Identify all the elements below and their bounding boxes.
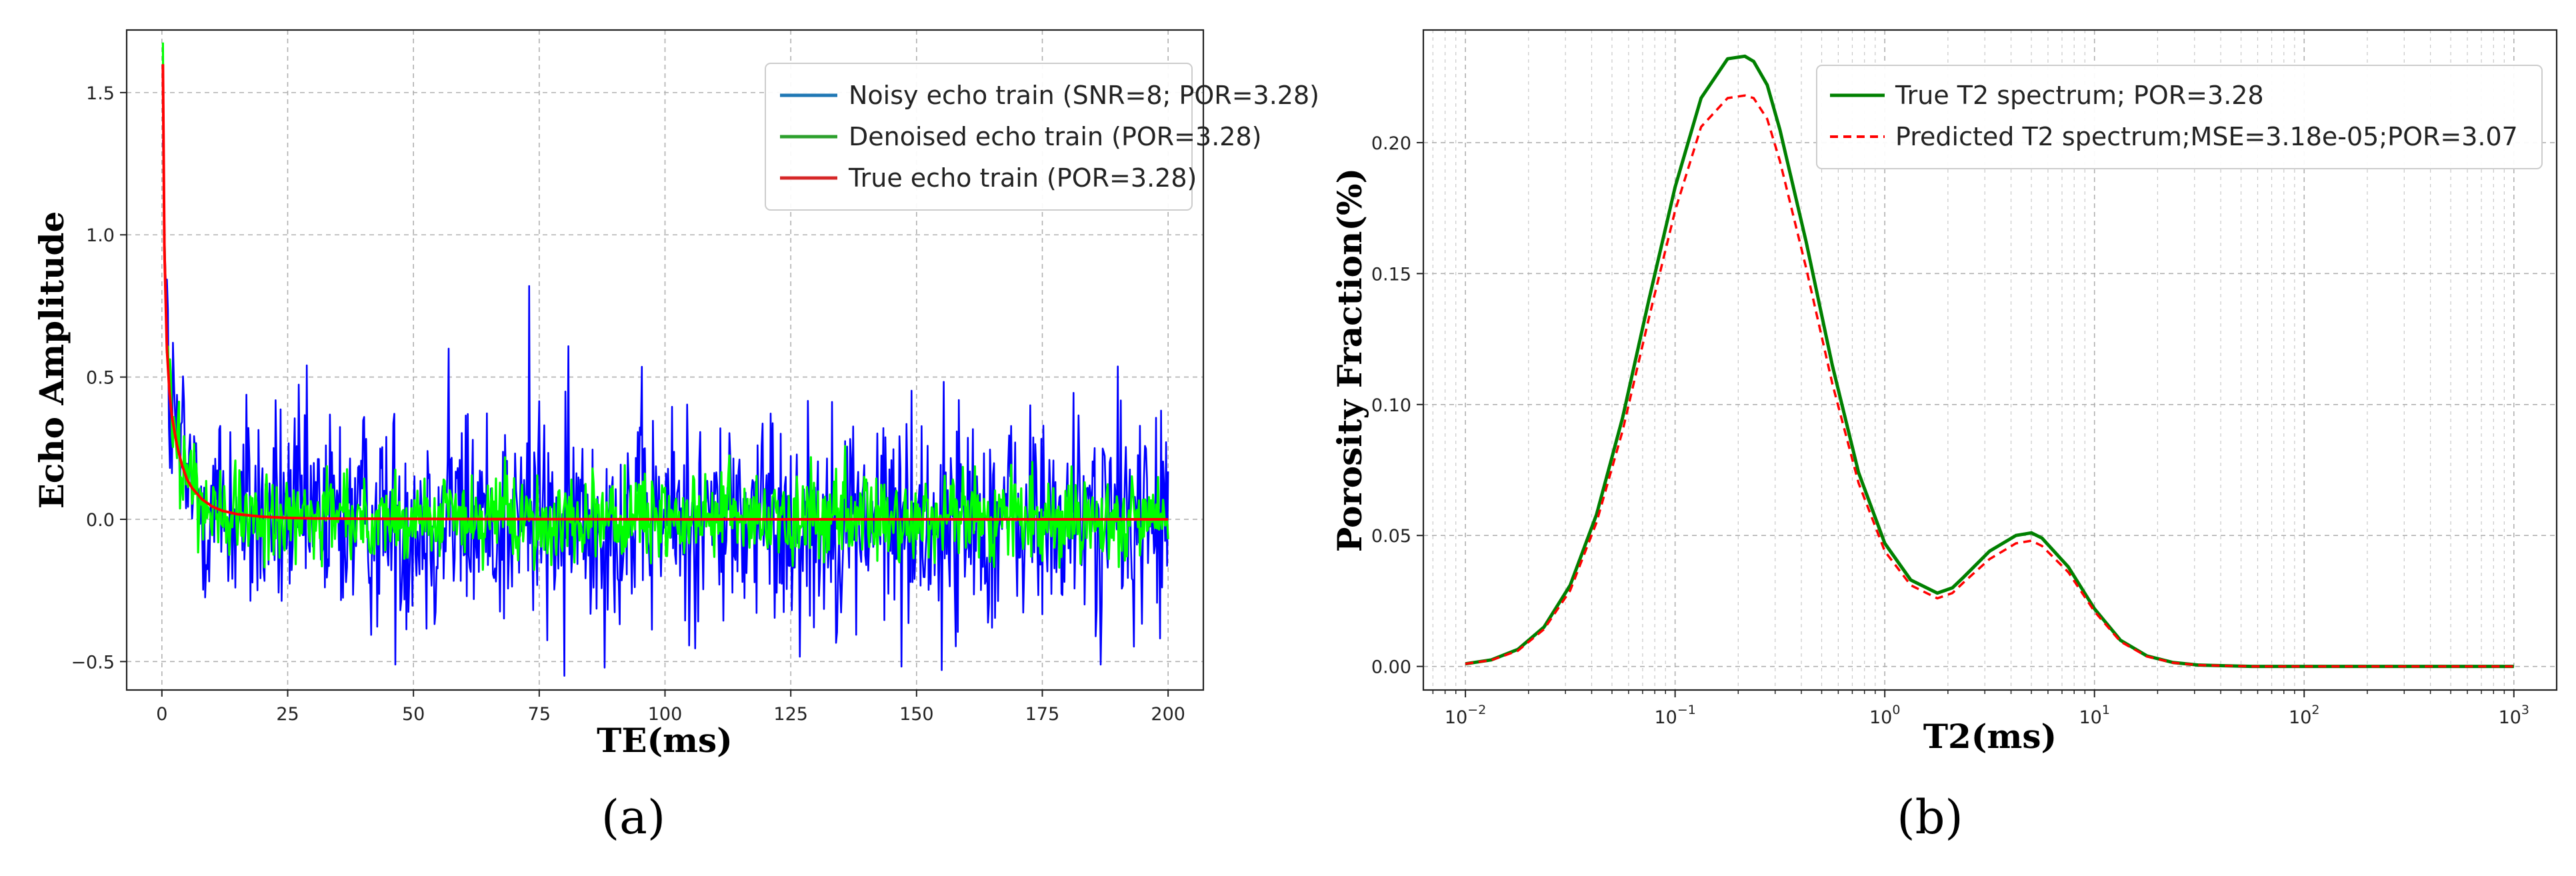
panel-label-b: (b) [1897, 790, 1963, 845]
tick-label-x-b: 102 [2289, 703, 2319, 728]
tick-label-y-a: 1.5 [86, 83, 115, 104]
tick-label-x-a: 75 [528, 704, 551, 725]
series-line-predicted-t2 [1465, 94, 2514, 668]
tick-label-x-b: 101 [2079, 703, 2109, 728]
tick-label-x-a: 150 [899, 704, 934, 725]
legend-label-b: Predicted T2 spectrum;MSE=3.18e-05;POR=3… [1895, 122, 2518, 151]
tick-label-y-b: 0.05 [1371, 526, 1411, 547]
tick-label-y-b: 0.10 [1371, 395, 1411, 416]
y-axis-label-a: Echo Amplitude [32, 211, 71, 509]
ticks-b: 10−2 10−1 100 101 102 103 0.00 0.05 0.10 0.15 0.20 [1371, 133, 2529, 728]
x-axis-label-a: TE(ms) [597, 721, 733, 760]
panel-label-a: (a) [601, 790, 665, 845]
series-line-true [161, 63, 1169, 521]
tick-label-x-a: 125 [773, 704, 808, 725]
chart-panel-a: 0 25 50 75 100 125 150 175 200 −0.5 0.0 0.5 1.0 1.5 T… [32, 29, 1319, 760]
tick-label-y-a: 0.0 [86, 510, 115, 531]
legend-label-a: Denoised echo train (POR=3.28) [849, 122, 1261, 151]
tick-label-x-a: 0 [156, 704, 167, 725]
tick-label-y-b: 0.15 [1371, 264, 1411, 285]
series-line-denoised [161, 42, 1169, 571]
legend-label-b: True T2 spectrum; POR=3.28 [1895, 81, 2264, 110]
tick-label-y-a: 0.5 [86, 368, 115, 389]
tick-label-x-b: 103 [2499, 703, 2529, 728]
tick-label-x-a: 200 [1151, 704, 1185, 725]
legend-label-a: True echo train (POR=3.28) [848, 163, 1197, 193]
chart-panel-b: 10−2 10−1 100 101 102 103 0.00 0.05 0.10 0.15 0.20… [1330, 29, 2558, 756]
tick-label-x-b: 10−1 [1654, 703, 1695, 728]
tick-label-x-a: 175 [1025, 704, 1060, 725]
tick-label-x-a: 50 [402, 704, 425, 725]
series-group-b [1465, 54, 2514, 669]
x-axis-label-b: T2(ms) [1923, 717, 2057, 756]
series-group-a [161, 42, 1169, 677]
y-axis-label-b: Porosity Fraction(%) [1330, 168, 1369, 552]
legend-box-b [1816, 65, 2543, 169]
tick-label-y-a: −0.5 [71, 652, 115, 673]
legend-b: True T2 spectrum; POR=3.28 Predicted T2 s… [1816, 65, 2543, 169]
tick-label-x-b: 10−2 [1445, 703, 1486, 728]
tick-label-y-a: 1.0 [86, 225, 115, 246]
tick-label-x-a: 100 [648, 704, 683, 725]
ticks-a: 0 25 50 75 100 125 150 175 200 −0.5 0.0 0.5 1.0 1.5 [71, 83, 1185, 725]
plot-frame-b [1422, 29, 2558, 691]
legend-label-a: Noisy echo train (SNR=8; POR=3.28) [849, 81, 1319, 110]
tick-label-y-b: 0.00 [1371, 657, 1411, 678]
tick-label-x-a: 25 [276, 704, 299, 725]
tick-label-x-b: 100 [1869, 703, 1900, 728]
legend-a: Noisy echo train (SNR=8; POR=3.28) Denois… [765, 63, 1319, 211]
legend-box-a [765, 63, 1193, 211]
tick-label-y-b: 0.20 [1371, 133, 1411, 154]
